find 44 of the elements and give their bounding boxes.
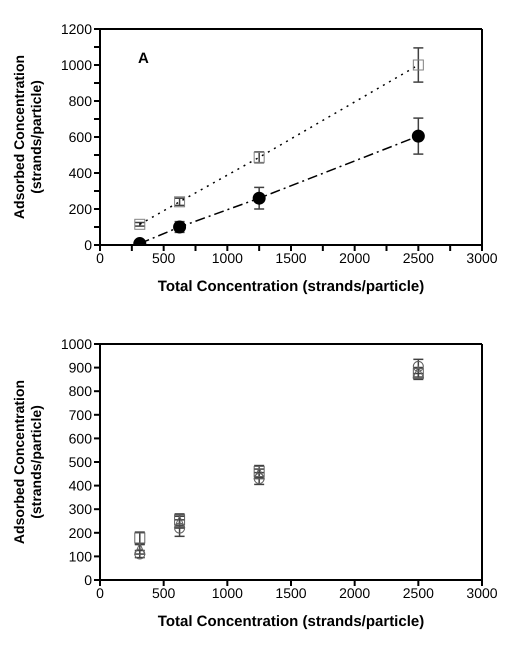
point	[412, 360, 424, 372]
y-tick-label: 0	[84, 236, 92, 253]
y-tick-label: 100	[68, 548, 92, 564]
x-tick-label: 2500	[402, 250, 434, 266]
y-tick-label: 0	[84, 572, 92, 588]
x-tick-label: 500	[152, 584, 176, 601]
x-tick-label: 1000	[212, 584, 244, 601]
x-tick-label: 3000	[466, 584, 498, 601]
point	[174, 522, 186, 534]
y-tick-label: 800	[68, 92, 92, 109]
x-tick-label: 1500	[275, 584, 307, 601]
x-axis-title: Total Concentration (strands/particle)	[158, 613, 424, 630]
y-tick-label: 500	[68, 454, 92, 470]
x-tick-label: 2000	[339, 250, 370, 266]
y-tick-label: 1000	[60, 336, 92, 352]
y-tick-label: 900	[68, 360, 92, 376]
x-tick-label: 1500	[275, 250, 307, 266]
y-tick-label: 700	[68, 406, 92, 423]
y-tick-label: 600	[68, 430, 92, 446]
x-tick-label: 2000	[339, 584, 370, 601]
x-tick-label: 0	[96, 584, 104, 601]
y-tick-label: 400	[68, 164, 92, 181]
y-tick-label: 200	[68, 524, 92, 541]
y-tick-label: 1000	[60, 56, 92, 73]
y-tick-label: 1200	[60, 20, 92, 37]
y-tick-label: 300	[68, 501, 92, 518]
x-tick-label: 3000	[466, 250, 498, 266]
point	[254, 466, 265, 477]
y-tick-label: 200	[68, 200, 92, 217]
annotation: A	[138, 50, 149, 67]
x-axis-title: Total Concentration (strands/particle)	[158, 278, 424, 295]
x-tick-label: 0	[96, 250, 104, 266]
point	[134, 218, 146, 230]
y-tick-label: 400	[68, 478, 92, 494]
point	[412, 60, 424, 70]
point	[412, 130, 425, 143]
y-axis-title: Adsorbed Concentration (strands/particle)	[11, 54, 44, 220]
y-axis-title: Adsorbed Concentration (strands/particle)	[11, 380, 44, 544]
y-tick-label: 800	[68, 383, 92, 400]
y-tick-label: 600	[68, 128, 92, 145]
x-tick-label: 1000	[212, 250, 244, 266]
point	[252, 192, 266, 205]
x-tick-label: 2500	[402, 584, 434, 601]
x-tick-label: 500	[152, 250, 176, 266]
